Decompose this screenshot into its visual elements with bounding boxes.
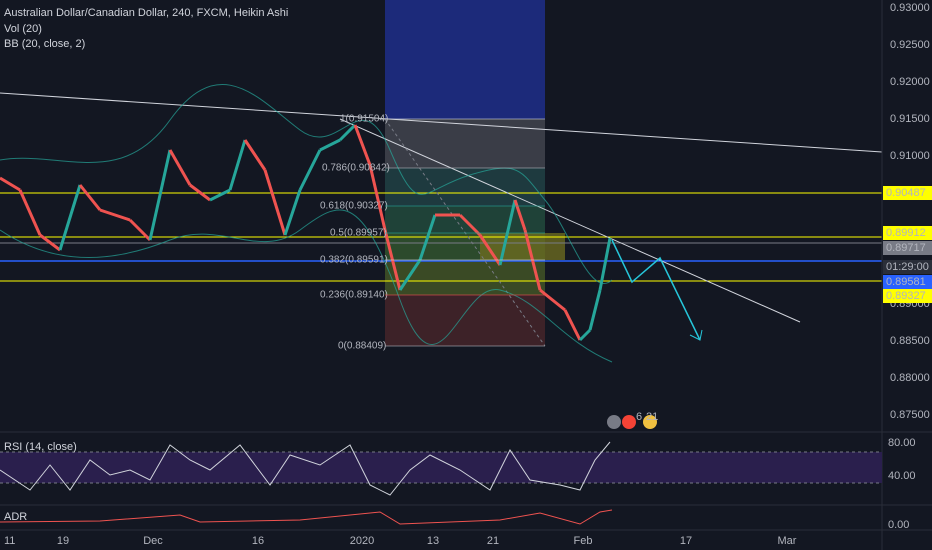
price-segment	[539, 288, 566, 312]
bb-upper	[0, 84, 613, 284]
projection	[611, 239, 701, 341]
price-axis-label: 0.91000	[890, 150, 930, 162]
price-tag	[883, 186, 932, 200]
range-box	[385, 0, 545, 119]
trendline	[0, 92, 883, 153]
bb-lower	[0, 209, 613, 363]
price-tag-label: 01:29:00	[886, 261, 929, 273]
indicator-label: ADR	[4, 511, 27, 523]
price-segment	[263, 169, 287, 236]
price-axis-label: 0.92500	[890, 39, 930, 51]
price-segment	[209, 188, 231, 202]
price-segment	[148, 149, 172, 241]
indicator-label: Vol (20)	[4, 23, 42, 35]
price-segment	[319, 138, 341, 152]
price-segment	[228, 139, 247, 191]
price-segment	[563, 309, 582, 341]
price-axis-label: 0.92000	[890, 76, 930, 88]
badge-count: 6	[636, 411, 642, 423]
price-tag-label: 0.89912	[886, 227, 926, 239]
time-axis-label: Mar	[778, 535, 797, 547]
time-axis-label: 17	[680, 535, 692, 547]
price-axis-label: 0.87500	[890, 409, 930, 421]
indicator-label: BB (20, close, 2)	[4, 38, 85, 50]
fib-zone	[385, 260, 545, 295]
price-tag-label: 0.90487	[886, 187, 926, 199]
rsi-band	[0, 452, 882, 483]
price-axis-label: 0.93000	[890, 2, 930, 14]
time-axis-label: 2020	[350, 535, 374, 547]
event-badge[interactable]	[622, 415, 636, 429]
price-segment	[243, 139, 267, 171]
price-segment	[588, 289, 602, 331]
price-tag	[883, 241, 932, 255]
arrow-head	[689, 329, 703, 341]
price-segment	[598, 237, 612, 291]
fib-zone	[385, 119, 545, 168]
badge-count: 21	[646, 411, 658, 423]
price-tag	[883, 275, 932, 289]
rsi-line	[0, 441, 611, 496]
price-tag	[883, 260, 932, 274]
price-series	[0, 123, 612, 342]
rsi-axis-label: 80.00	[888, 437, 916, 449]
time-axis-label: 21	[487, 535, 499, 547]
fib-label: 0.786(0.90842)	[322, 163, 390, 174]
price-segment	[39, 233, 61, 252]
price-segment	[513, 199, 527, 231]
fib-label: 1(0.91504)	[340, 114, 388, 125]
price-segment	[398, 259, 422, 291]
price-axis-label: 0.91500	[890, 113, 930, 125]
price-tag	[883, 226, 932, 240]
adr-line	[0, 509, 613, 525]
indicator-label: RSI (14, close)	[4, 441, 77, 453]
price-tag	[883, 289, 932, 303]
price-segment	[128, 218, 152, 242]
price-segment	[283, 189, 302, 236]
fib-label: 0.5(0.89957)	[330, 228, 387, 239]
time-axis-label: 11	[4, 535, 15, 547]
time-axis-label: 13	[427, 535, 439, 547]
time-axis-label: 19	[57, 535, 69, 547]
fib-zone	[385, 295, 545, 346]
price-tag-label: 0.89581	[886, 276, 926, 288]
price-segment	[338, 123, 357, 142]
time-axis-label: Feb	[574, 535, 593, 547]
price-axis-label: 0.88500	[890, 335, 930, 347]
price-tag-label: 0.89717	[886, 242, 926, 254]
adr-axis-label: 0.00	[888, 519, 909, 531]
fib-label: 0.236(0.89140)	[320, 290, 388, 301]
price-segment	[0, 176, 21, 192]
price-segment	[58, 184, 82, 251]
fib-label: 0.618(0.90327)	[320, 201, 388, 212]
event-badge[interactable]	[643, 415, 657, 429]
price-segment	[368, 164, 387, 231]
trendline	[339, 118, 801, 323]
price-tag-label: 0.89327	[886, 290, 926, 302]
price-segment	[78, 184, 102, 211]
symbol-title: Australian Dollar/Canadian Dollar, 240, …	[4, 7, 288, 19]
event-badge[interactable]	[607, 415, 621, 429]
price-segment	[18, 189, 42, 236]
rsi-axis-label: 40.00	[888, 470, 916, 482]
price-segment	[168, 149, 192, 186]
price-segment	[578, 328, 592, 342]
price-segment	[189, 183, 211, 202]
price-segment	[298, 149, 322, 191]
price-segment	[418, 214, 437, 261]
price-segment	[353, 124, 372, 166]
time-axis-label: 16	[252, 535, 264, 547]
time-axis-label: Dec	[143, 535, 163, 547]
fib-label: 0.382(0.89591)	[320, 255, 388, 266]
price-segment	[458, 213, 482, 237]
price-axis-label: 0.88000	[890, 372, 930, 384]
price-segment	[99, 208, 131, 222]
fib-label: 0(0.88409)	[338, 341, 386, 352]
